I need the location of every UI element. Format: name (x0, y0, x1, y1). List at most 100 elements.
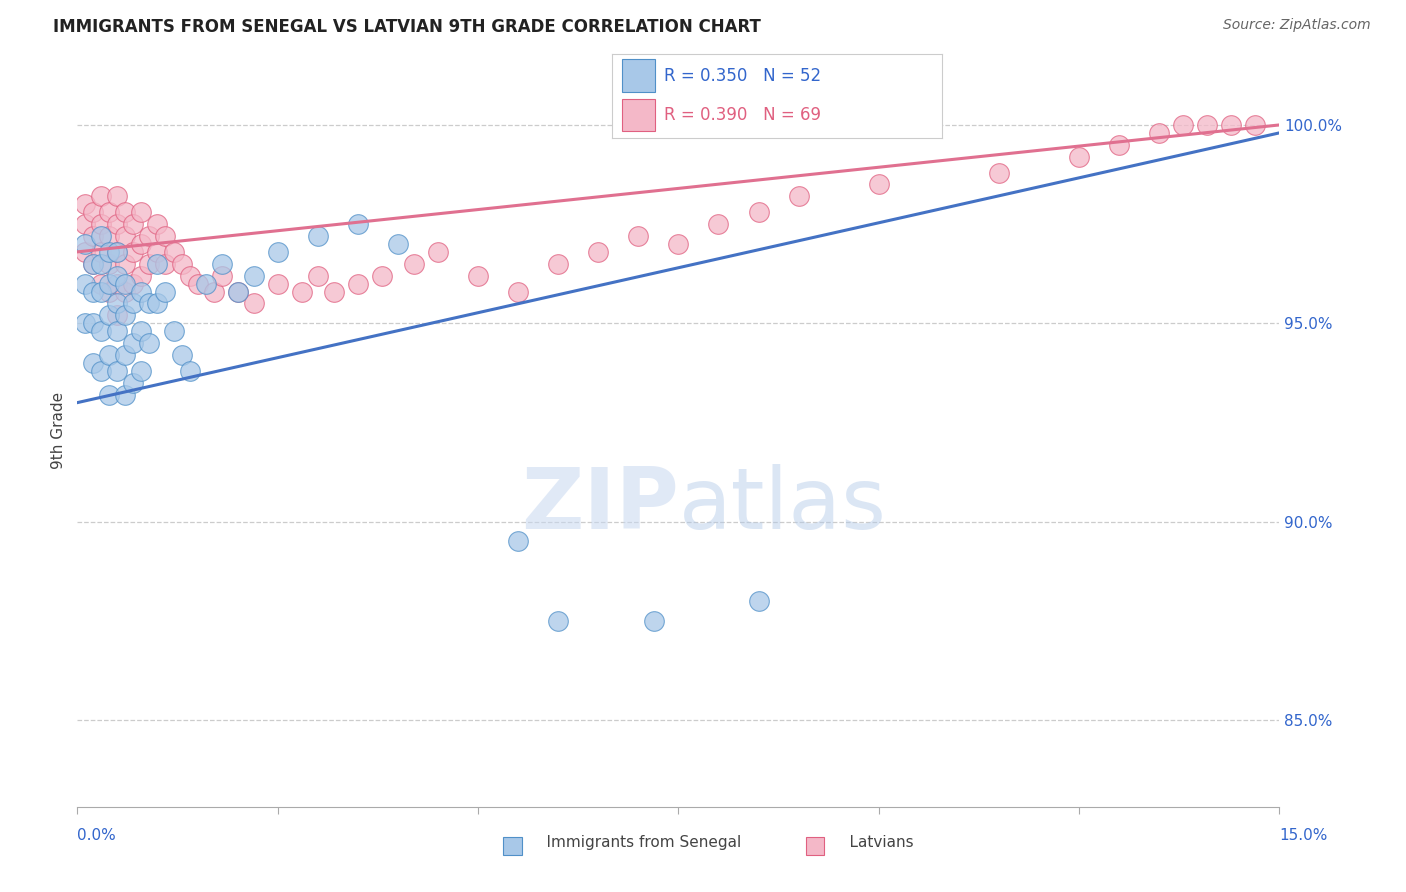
Point (131, 285, 153, 299)
Point (291, 285, 314, 299)
Point (668, 236, 690, 251)
Point (179, 364, 201, 378)
Point (187, 277, 209, 291)
Point (98, 257, 121, 271)
Point (643, 614, 665, 628)
Point (146, 244, 169, 259)
Point (131, 268, 153, 283)
Point (194, 277, 217, 291)
Point (155, 285, 177, 299)
Point (211, 268, 233, 283)
Point (114, 285, 136, 299)
Point (114, 309, 136, 323)
Bar (621, 60, 655, 92)
Point (122, 244, 145, 259)
Point (170, 348, 193, 362)
Point (90, 257, 112, 271)
Point (131, 236, 153, 251)
Point (1149, 126, 1171, 140)
Point (98, 387, 121, 401)
Point (122, 376, 145, 390)
Point (162, 244, 184, 259)
Point (202, 285, 225, 299)
Point (267, 277, 290, 291)
Point (114, 277, 136, 291)
Point (1220, 118, 1243, 132)
Point (868, 178, 890, 192)
Point (226, 285, 249, 299)
Text: ZIP: ZIP (520, 464, 679, 548)
Bar (621, 99, 655, 131)
Point (1173, 118, 1195, 132)
Point (98, 348, 121, 362)
Text: Source: ZipAtlas.com: Source: ZipAtlas.com (1223, 18, 1371, 32)
Point (1069, 150, 1091, 164)
Point (1108, 137, 1130, 152)
Point (131, 364, 153, 378)
Point (90, 229, 112, 244)
Point (82, 316, 104, 330)
Point (114, 387, 136, 401)
Point (75, 197, 97, 211)
Point (138, 229, 160, 244)
Point (114, 257, 136, 271)
Point (322, 285, 344, 299)
Point (98, 309, 121, 323)
Point (98, 229, 121, 244)
Point (107, 244, 129, 259)
Point (107, 296, 129, 310)
Point (787, 189, 810, 203)
Point (122, 217, 145, 231)
Point (988, 165, 1011, 179)
Point (75, 236, 97, 251)
Point (131, 324, 153, 338)
Point (242, 296, 264, 310)
Text: atlas: atlas (679, 464, 886, 548)
Point (82, 285, 104, 299)
Point (508, 534, 530, 549)
Point (98, 205, 121, 219)
Point (82, 205, 104, 219)
Point (98, 244, 121, 259)
Text: 0.0%: 0.0% (77, 828, 117, 843)
Point (82, 257, 104, 271)
Point (707, 217, 730, 231)
Point (82, 257, 104, 271)
Text: R = 0.350   N = 52: R = 0.350 N = 52 (665, 67, 821, 85)
Point (122, 336, 145, 351)
Point (467, 268, 489, 283)
Point (211, 257, 233, 271)
Point (155, 229, 177, 244)
Point (547, 257, 569, 271)
Point (82, 356, 104, 370)
Point (90, 189, 112, 203)
Point (146, 257, 169, 271)
Point (131, 205, 153, 219)
Text: Latvians: Latvians (830, 836, 912, 850)
Point (1197, 118, 1219, 132)
Point (402, 257, 425, 271)
Point (90, 285, 112, 299)
Point (588, 244, 610, 259)
Point (114, 348, 136, 362)
Point (547, 614, 569, 628)
Point (90, 364, 112, 378)
Point (122, 277, 145, 291)
Point (107, 189, 129, 203)
Point (242, 268, 264, 283)
Point (627, 229, 650, 244)
Point (155, 257, 177, 271)
Point (75, 316, 97, 330)
Point (267, 244, 290, 259)
Point (107, 277, 129, 291)
Point (170, 257, 193, 271)
Point (371, 268, 394, 283)
Point (307, 229, 329, 244)
Point (347, 277, 370, 291)
Point (82, 229, 104, 244)
Point (307, 268, 329, 283)
Point (138, 336, 160, 351)
Point (75, 277, 97, 291)
Point (122, 296, 145, 310)
Point (98, 277, 121, 291)
